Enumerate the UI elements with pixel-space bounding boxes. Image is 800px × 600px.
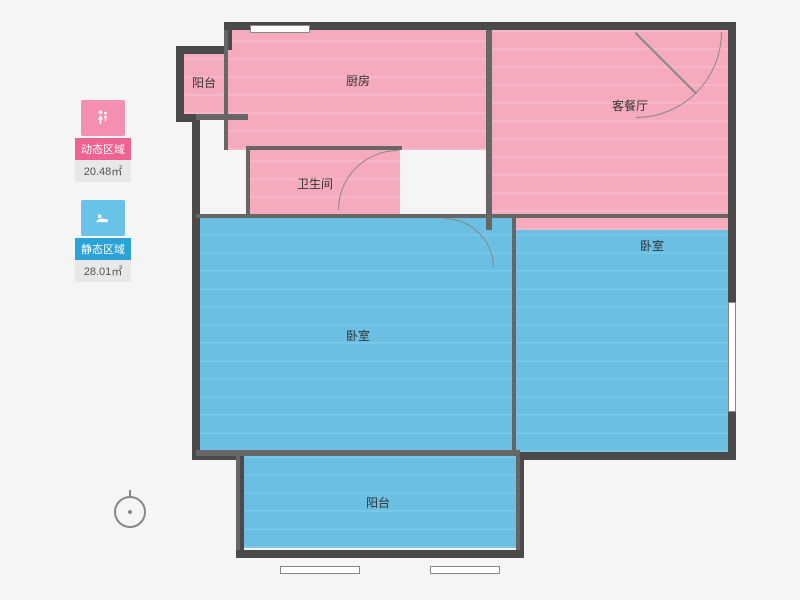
room-阳台: 阳台: [180, 50, 228, 114]
window: [728, 302, 736, 412]
outer-wall: [192, 114, 200, 458]
room-label: 卧室: [640, 237, 664, 254]
outer-wall: [176, 46, 184, 120]
outer-wall: [176, 46, 228, 54]
legend-static-label: 静态区域: [75, 238, 131, 260]
room-label: 厨房: [346, 72, 370, 89]
room-厨房: 厨房: [228, 30, 488, 150]
legend-dynamic-label: 动态区域: [75, 138, 131, 160]
inner-wall: [224, 30, 228, 150]
room-label: 阳台: [192, 74, 216, 91]
outer-wall: [516, 452, 736, 460]
inner-wall: [246, 146, 402, 150]
room-bedroom-small: 卧室: [516, 230, 728, 452]
legend-static: 静态区域 28.01㎡: [75, 200, 131, 282]
inner-wall: [196, 114, 248, 120]
inner-wall: [236, 450, 240, 550]
inner-wall: [516, 450, 520, 550]
legend: 动态区域 20.48㎡ 静态区域 28.01㎡: [75, 100, 131, 300]
floorplan: 阳台厨房卫生间客餐厅卧室卧室阳台: [180, 22, 740, 572]
compass-icon: [110, 490, 150, 530]
inner-wall: [196, 214, 728, 218]
inner-wall: [196, 450, 516, 456]
people-icon: [81, 100, 125, 136]
inner-wall: [486, 30, 492, 230]
room-label: 卧室: [346, 327, 370, 344]
legend-dynamic: 动态区域 20.48㎡: [75, 100, 131, 182]
room-balcony-south: 阳台: [240, 456, 516, 548]
sleep-icon: [81, 200, 125, 236]
legend-dynamic-value: 20.48㎡: [75, 160, 131, 182]
window: [430, 566, 500, 574]
window: [250, 25, 310, 33]
room-label: 阳台: [366, 494, 390, 511]
outer-wall: [236, 550, 524, 558]
room-label: 卫生间: [297, 175, 333, 192]
legend-static-value: 28.01㎡: [75, 260, 131, 282]
window: [280, 566, 360, 574]
inner-wall: [246, 146, 250, 216]
inner-wall: [512, 218, 516, 452]
